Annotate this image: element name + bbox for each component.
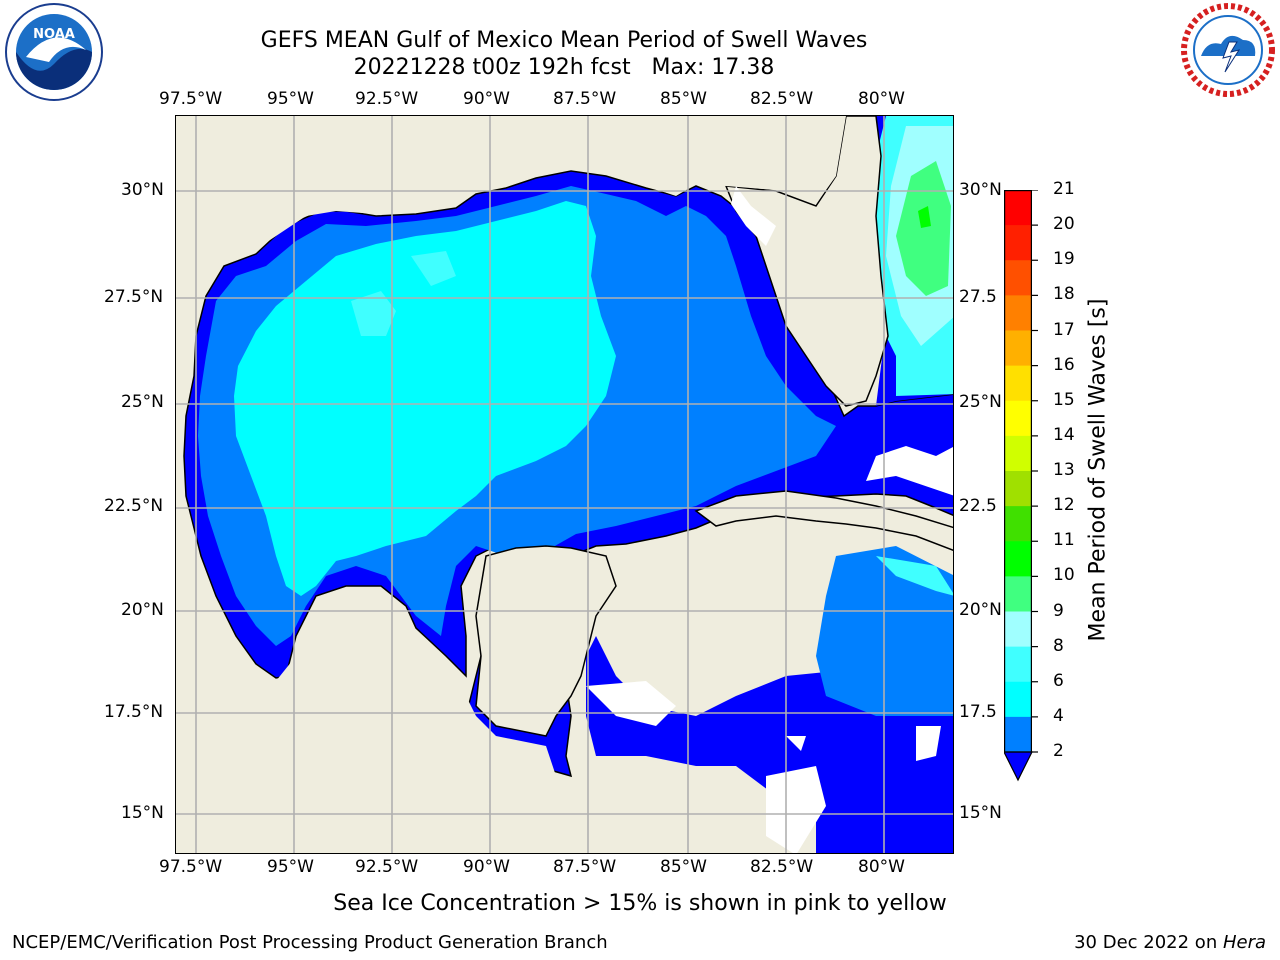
no-data-area — [786, 736, 806, 751]
us-coast-land — [176, 116, 846, 506]
lat-label-right: 17.5 — [959, 702, 997, 722]
no-data-area — [766, 766, 826, 853]
colorbar-swatch — [1004, 716, 1032, 753]
no-data-area — [586, 681, 676, 726]
colorbar-tick-label: 18 — [1053, 284, 1075, 305]
lon-label-top: 87.5°W — [553, 89, 617, 109]
no-data-area — [916, 726, 941, 761]
sea-ice-note: Sea Ice Concentration > 15% is shown in … — [333, 891, 947, 916]
lon-label-top: 82.5°W — [750, 89, 814, 109]
colorbar-swatch — [1004, 646, 1032, 683]
lon-label-bottom: 87.5°W — [553, 857, 617, 877]
lat-label-right: 25°N — [959, 392, 1002, 412]
colorbar-tick-label: 15 — [1053, 389, 1075, 410]
lat-label-left: 30°N — [121, 180, 164, 200]
lon-label-top: 95°W — [267, 89, 314, 109]
colorbar-swatch — [1004, 365, 1032, 402]
footer-host: Hera — [1222, 932, 1266, 953]
map-grid — [176, 116, 953, 853]
colorbar-label: Mean Period of Swell Waves [s] — [1085, 298, 1111, 642]
swell-patch-6-8 — [351, 291, 396, 336]
atlantic-band-9-10 — [896, 161, 951, 296]
colorbar — [1003, 189, 1044, 789]
svg-text:NOAA: NOAA — [33, 27, 75, 42]
lat-label-left: 15°N — [121, 803, 164, 823]
lon-label-bottom: 82.5°W — [750, 857, 814, 877]
lon-label-bottom: 92.5°W — [355, 857, 419, 877]
colorbar-tick-label: 6 — [1053, 670, 1064, 691]
colorbar-swatch — [1004, 611, 1032, 648]
lat-label-right: 30°N — [959, 180, 1002, 200]
lat-label-left: 22.5°N — [104, 496, 164, 516]
lon-label-top: 85°W — [660, 89, 707, 109]
footer-date-text: 30 Dec 2022 on — [1074, 932, 1223, 953]
chart-title: GEFS MEAN Gulf of Mexico Mean Period of … — [260, 28, 868, 53]
swell-patch-6-8 — [411, 251, 456, 286]
map-canvas — [176, 116, 953, 853]
lon-label-bottom: 85°W — [660, 857, 707, 877]
colorbar-tick-label: 2 — [1053, 741, 1064, 761]
footer-date: 30 Dec 2022 on Hera — [1074, 932, 1266, 953]
yucatan-land — [475, 545, 617, 737]
colorbar-swatch — [1004, 330, 1032, 367]
colorbar-tick-label: 20 — [1053, 214, 1075, 235]
lon-label-bottom: 80°W — [858, 857, 905, 877]
colorbar-tick-label: 12 — [1053, 495, 1075, 516]
chart-subtitle: 20221228 t00z 192h fcst Max: 17.38 — [353, 55, 775, 80]
colorbar-tick-label: 10 — [1053, 565, 1075, 586]
footer-credit: NCEP/EMC/Verification Post Processing Pr… — [12, 932, 608, 953]
cuba-land — [694, 490, 953, 552]
colorbar-tick-label: 13 — [1053, 460, 1075, 480]
colorbar-tick-label: 17 — [1053, 319, 1075, 340]
colorbar-swatch — [1004, 260, 1032, 296]
lon-label-bottom: 95°W — [267, 857, 314, 877]
colorbar-swatch — [1004, 541, 1032, 577]
no-data-area — [866, 446, 953, 496]
swell-band-4-6 — [234, 201, 616, 596]
lon-label-top: 80°W — [858, 89, 905, 109]
colorbar-tick-label: 9 — [1053, 600, 1064, 621]
atlantic-band-10-11 — [918, 206, 931, 228]
colorbar-swatch — [1004, 295, 1032, 331]
colorbar-swatches — [1003, 189, 1038, 782]
colorbar-frame — [1004, 190, 1032, 753]
lat-label-left: 17.5°N — [104, 702, 164, 722]
colorbar-tick-label: 11 — [1053, 530, 1075, 551]
lat-label-left: 20°N — [121, 600, 164, 620]
lon-label-top: 97.5°W — [159, 89, 223, 109]
colorbar-tick-label: 8 — [1053, 635, 1064, 656]
lon-label-top: 90°W — [463, 89, 510, 109]
lat-label-right: 22.5 — [959, 496, 997, 516]
lat-label-left: 25°N — [121, 392, 164, 412]
colorbar-swatch — [1004, 435, 1032, 472]
lat-label-right: 20°N — [959, 600, 1002, 620]
colorbar-swatch — [1004, 400, 1032, 437]
colorbar-tick-label: 19 — [1053, 249, 1075, 270]
colorbar-swatch — [1004, 681, 1032, 718]
colorbar-tick-label: 21 — [1053, 179, 1075, 199]
noaa-logo: NOAA — [4, 2, 104, 102]
colorbar-swatch — [1004, 225, 1032, 261]
colorbar-swatch — [1004, 576, 1032, 612]
no-data-area — [731, 186, 776, 246]
mexico-land — [176, 506, 672, 853]
colorbar-swatch — [1004, 190, 1032, 226]
lat-label-left: 27.5°N — [104, 287, 164, 307]
nws-logo — [1177, 0, 1279, 100]
colorbar-swatch — [1004, 506, 1032, 542]
lat-label-right: 15°N — [959, 803, 1002, 823]
colorbar-extend-arrow — [1003, 751, 1033, 782]
lon-label-bottom: 97.5°W — [159, 857, 223, 877]
colorbar-swatch — [1004, 471, 1032, 507]
caribbean-band-4-6 — [876, 556, 953, 596]
lat-label-right: 27.5 — [959, 287, 997, 307]
lon-label-top: 92.5°W — [355, 89, 419, 109]
colorbar-tick-label: 4 — [1053, 705, 1064, 726]
map-panel — [175, 115, 954, 854]
colorbar-tick-label: 16 — [1053, 354, 1075, 375]
lon-label-bottom: 90°W — [463, 857, 510, 877]
colorbar-tick-label: 14 — [1053, 424, 1075, 445]
